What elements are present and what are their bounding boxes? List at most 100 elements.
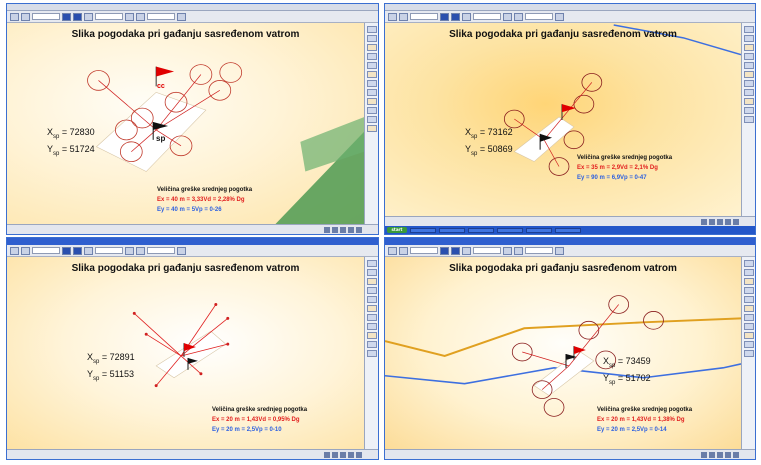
taskbar-item[interactable] [526,227,552,233]
taskbar-item[interactable] [555,227,581,233]
map-tool-icon[interactable] [366,80,377,87]
status-icon[interactable] [332,452,338,458]
taskbar-item[interactable] [410,227,436,233]
status-icon[interactable] [733,452,739,458]
map-tool-icon[interactable] [366,71,377,78]
map-tool-icon[interactable] [743,62,754,69]
toolbar-button-icon[interactable] [440,12,449,21]
toolbar-button-icon[interactable] [399,12,408,21]
status-icon[interactable] [324,452,330,458]
toolbar-button-icon[interactable] [503,12,512,21]
coordinate-field[interactable] [473,247,501,254]
status-icon[interactable] [340,227,346,233]
toolbar-button-icon[interactable] [555,12,564,21]
toolbar-button-icon[interactable] [388,12,397,21]
start-button[interactable]: start [387,227,407,233]
toolbar-button-icon[interactable] [73,246,82,255]
map-tool-icon[interactable] [743,350,754,357]
map-tool-icon[interactable] [366,296,377,303]
status-icon[interactable] [356,227,362,233]
status-icon[interactable] [348,452,354,458]
map-name-field[interactable] [32,247,60,254]
toolbar-button-icon[interactable] [462,12,471,21]
map-name-field[interactable] [410,13,438,20]
toolbar-button-icon[interactable] [514,12,523,21]
map-tool-icon[interactable] [743,116,754,123]
toolbar-button-icon[interactable] [388,246,397,255]
status-icon[interactable] [709,452,715,458]
status-icon[interactable] [725,452,731,458]
map-canvas[interactable]: Slika pogodaka pri gađanju sasređenom va… [7,23,364,224]
map-tool-icon[interactable] [366,26,377,33]
map-tool-icon[interactable] [366,125,377,132]
map-tool-icon[interactable] [366,89,377,96]
map-name-field[interactable] [32,13,60,20]
toolbar-button-icon[interactable] [514,246,523,255]
toolbar-button-icon[interactable] [125,12,134,21]
taskbar-item[interactable] [439,227,465,233]
map-tool-icon[interactable] [743,332,754,339]
window-titlebar[interactable] [385,238,755,245]
toolbar-button-icon[interactable] [440,246,449,255]
map-tool-icon[interactable] [366,62,377,69]
toolbar-button-icon[interactable] [462,246,471,255]
coordinate-field[interactable] [95,247,123,254]
menu-bar[interactable] [385,4,755,11]
map-tool-icon[interactable] [743,260,754,267]
toolbar-button-icon[interactable] [136,12,145,21]
toolbar-button-icon[interactable] [21,12,30,21]
map-tool-icon[interactable] [366,35,377,42]
map-canvas[interactable]: Slika pogodaka pri gađanju sasređenom va… [385,257,741,449]
coordinate-field[interactable] [473,13,501,20]
map-tool-icon[interactable] [366,341,377,348]
map-tool-icon[interactable] [743,323,754,330]
toolbar-button-icon[interactable] [451,246,460,255]
status-icon[interactable] [717,452,723,458]
zoom-field[interactable] [525,247,553,254]
map-tool-icon[interactable] [743,26,754,33]
window-titlebar[interactable] [7,238,378,245]
coordinate-field[interactable] [95,13,123,20]
status-icon[interactable] [324,227,330,233]
toolbar-button-icon[interactable] [73,12,82,21]
map-tool-icon[interactable] [743,35,754,42]
toolbar-button-icon[interactable] [177,12,186,21]
map-tool-icon[interactable] [366,287,377,294]
status-icon[interactable] [348,227,354,233]
map-tool-icon[interactable] [366,53,377,60]
map-tool-icon[interactable] [743,98,754,105]
taskbar-item[interactable] [497,227,523,233]
map-canvas[interactable]: Slika pogodaka pri gađanju sasređenom va… [385,23,741,216]
map-tool-icon[interactable] [743,44,754,51]
map-tool-icon[interactable] [743,305,754,312]
toolbar-button-icon[interactable] [177,246,186,255]
status-icon[interactable] [701,219,707,225]
map-tool-icon[interactable] [366,98,377,105]
toolbar-button-icon[interactable] [21,246,30,255]
toolbar-button-icon[interactable] [10,12,19,21]
status-icon[interactable] [356,452,362,458]
toolbar-button-icon[interactable] [84,246,93,255]
map-tool-icon[interactable] [743,89,754,96]
toolbar-button-icon[interactable] [10,246,19,255]
map-tool-icon[interactable] [743,278,754,285]
map-canvas[interactable]: Slika pogodaka pri gađanju sasređenom va… [7,257,364,449]
status-icon[interactable] [701,452,707,458]
map-tool-icon[interactable] [743,269,754,276]
status-icon[interactable] [340,452,346,458]
map-tool-icon[interactable] [743,341,754,348]
taskbar-item[interactable] [468,227,494,233]
toolbar-button-icon[interactable] [555,246,564,255]
toolbar-button-icon[interactable] [136,246,145,255]
map-tool-icon[interactable] [366,116,377,123]
toolbar-button-icon[interactable] [503,246,512,255]
map-tool-icon[interactable] [743,71,754,78]
menu-bar[interactable] [7,4,378,11]
map-tool-icon[interactable] [366,332,377,339]
map-tool-icon[interactable] [743,314,754,321]
map-tool-icon[interactable] [366,269,377,276]
zoom-field[interactable] [147,247,175,254]
toolbar-button-icon[interactable] [62,246,71,255]
zoom-field[interactable] [525,13,553,20]
map-tool-icon[interactable] [366,305,377,312]
